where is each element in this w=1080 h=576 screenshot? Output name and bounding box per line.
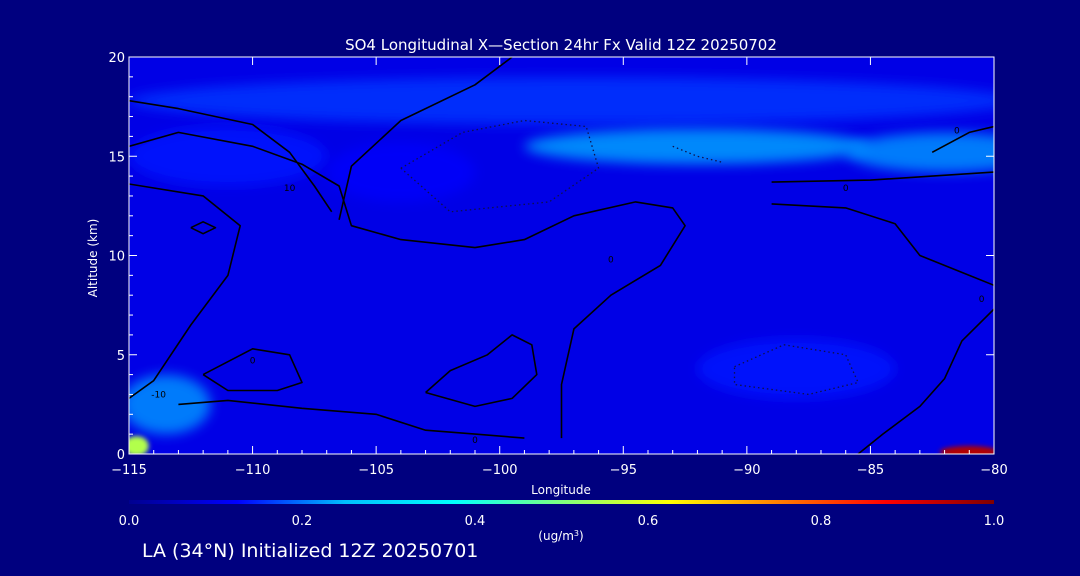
concentration-blob [129, 436, 149, 454]
footer-initialized-label: LA (34°N) Initialized 12Z 20250701 [142, 540, 479, 562]
contour-value-label: -10 [151, 390, 166, 400]
colorbar: 0.0 0.2 0.4 0.6 0.8 1.0 (ug/m3) [119, 500, 1005, 544]
concentration-field [129, 76, 994, 454]
concentration-blob [845, 132, 994, 173]
x-tick-label: −95 [610, 463, 637, 478]
x-tick-label: −90 [733, 463, 760, 478]
concentration-blob [697, 338, 896, 399]
y-tick-label: 0 [117, 448, 125, 463]
concentration-blob [129, 126, 327, 187]
y-tick-label: 5 [117, 349, 125, 364]
x-tick-label: −110 [235, 463, 271, 478]
y-tick-label: 15 [108, 150, 125, 165]
colorbar-tick-label: 1.0 [984, 514, 1005, 529]
y-tick-label: 10 [108, 250, 125, 265]
contour-value-label: 0 [979, 295, 985, 305]
concentration-blob [939, 446, 994, 454]
x-tick-label: −100 [482, 463, 518, 478]
plot-area: 10 -10 0 0 0 0 0 0 [128, 56, 995, 455]
x-axis: −115 −110 −105 −100 −95 −90 −85 −80 [111, 57, 1008, 478]
colorbar-tick-label: 0.4 [465, 514, 486, 529]
contour-value-label: 10 [284, 184, 296, 194]
y-axis: 0 5 10 15 20 [108, 51, 994, 463]
contour-line-solid [425, 334, 538, 408]
contour-value-label: 0 [472, 436, 478, 446]
x-tick-label: −85 [857, 463, 884, 478]
concentration-blob [524, 128, 871, 165]
chart-title: SO4 Longitudinal X—Section 24hr Fx Valid… [345, 36, 777, 54]
colorbar-tick-label: 0.0 [119, 514, 140, 529]
contour-line-solid [771, 203, 994, 287]
concentration-blob [326, 142, 475, 202]
contour-line-dotted [733, 344, 859, 396]
contour-line-solid [178, 399, 525, 439]
contour-line-solid [129, 131, 686, 439]
concentration-blob [129, 374, 211, 435]
concentration-blob [129, 76, 994, 125]
colorbar-unit-label: (ug/m3) [538, 529, 583, 544]
contour-lines [129, 57, 994, 454]
contour-value-label: 0 [250, 357, 256, 367]
colorbar-tick-label: 0.6 [638, 514, 659, 529]
contour-value-label: 0 [954, 126, 960, 136]
x-tick-label: −80 [980, 463, 1007, 478]
contour-line-solid [129, 99, 333, 213]
contour-labels: 10 -10 0 0 0 0 0 0 [151, 126, 984, 446]
contour-line-solid [129, 183, 241, 400]
contour-value-label: 0 [608, 255, 614, 265]
colorbar-unit-sup: 3 [574, 529, 579, 538]
colorbar-tick-label: 0.8 [811, 514, 832, 529]
colorbar-bar [129, 500, 994, 504]
contour-line-dotted [400, 119, 600, 213]
contour-line-solid [771, 171, 994, 183]
x-tick-label: −115 [111, 463, 147, 478]
contour-line-solid [931, 125, 994, 154]
y-axis-label: Altitude (km) [86, 219, 100, 298]
contour-line-solid [202, 348, 303, 392]
colorbar-ticks: 0.0 0.2 0.4 0.6 0.8 1.0 [119, 514, 1005, 529]
contour-line-solid [857, 308, 994, 454]
colorbar-unit-base: (ug/m [538, 529, 574, 543]
colorbar-unit-close: ) [579, 529, 584, 543]
contour-value-label: 0 [843, 184, 849, 194]
colorbar-tick-label: 0.2 [292, 514, 313, 529]
y-tick-label: 20 [108, 51, 125, 66]
contour-line-solid [190, 221, 217, 235]
x-tick-label: −105 [358, 463, 394, 478]
x-axis-label: Longitude [531, 483, 591, 497]
contour-line-solid [338, 57, 513, 220]
